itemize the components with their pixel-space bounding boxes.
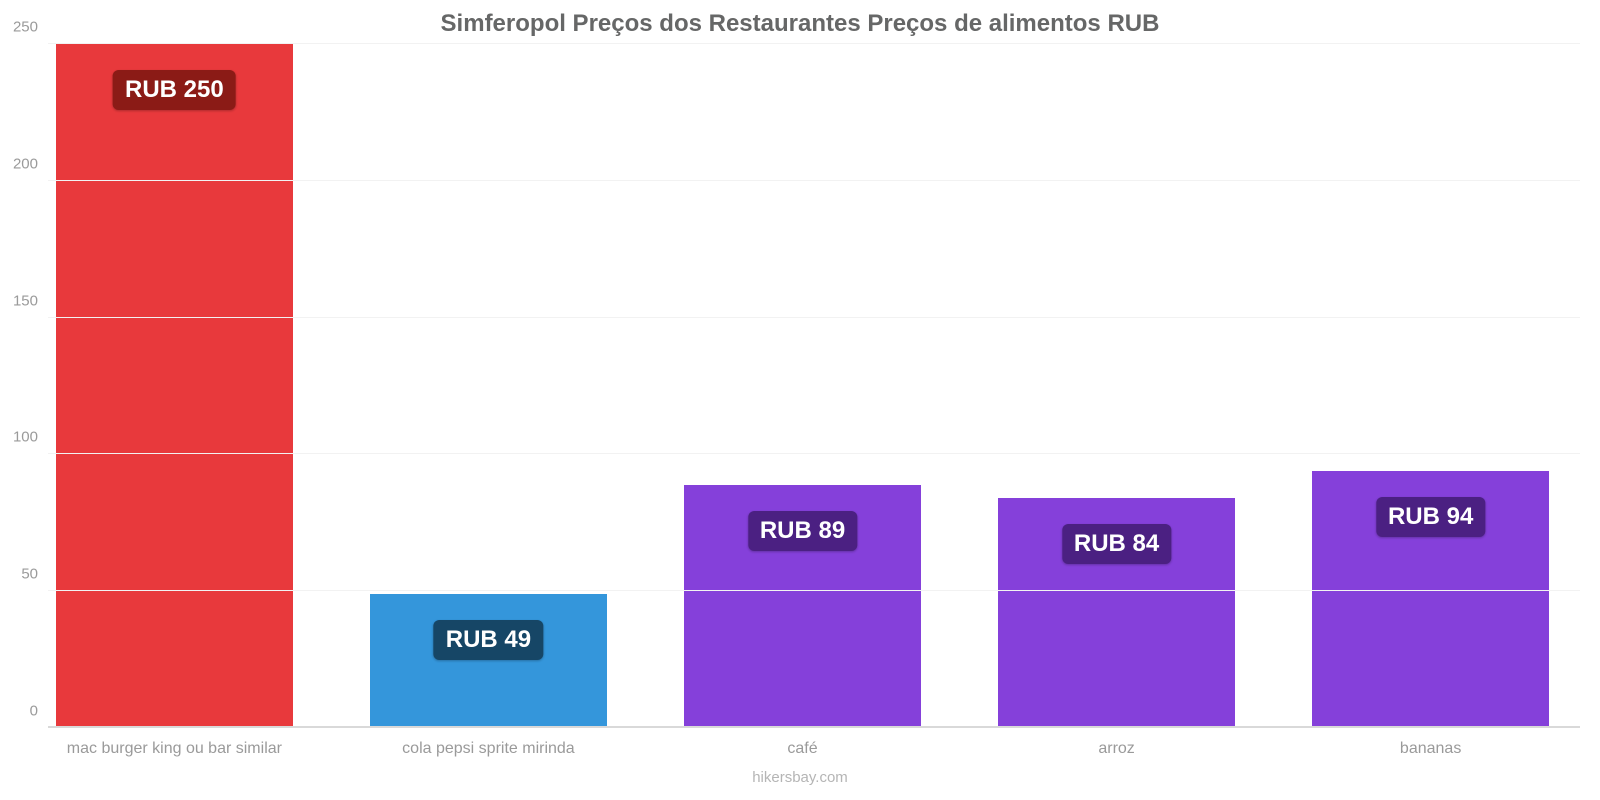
bar-value-label: RUB 84 [1062,524,1171,564]
x-tick-label: arroz [1098,728,1134,758]
plot-area: RUB 250RUB 49RUB 89RUB 84RUB 94 05010015… [48,44,1580,728]
bar-value-label: RUB 94 [1376,497,1485,537]
grid-line [48,180,1580,181]
y-tick-label: 0 [30,703,48,720]
bar [56,44,293,728]
bar-value-label: RUB 89 [748,511,857,551]
bar-value-label: RUB 49 [434,620,543,660]
y-tick-label: 200 [13,155,48,172]
bar [370,594,607,728]
bar-value-label: RUB 250 [113,70,236,110]
bars-layer: RUB 250 RUB 49 RUB 89 RUB 84 RUB 94 [48,44,1580,728]
grid-line [48,453,1580,454]
x-tick-label: mac burger king ou bar similar [67,728,282,758]
x-tick-label: cola pepsi sprite mirinda [402,728,575,758]
x-tick-label: café [787,728,817,758]
credit-text: hikersbay.com [0,769,1600,786]
chart-title: Simferopol Preços dos Restaurantes Preço… [0,10,1600,38]
y-tick-label: 150 [13,292,48,309]
x-tick-label: bananas [1400,728,1461,758]
y-tick-label: 50 [21,566,48,583]
grid-line [48,43,1580,44]
price-chart: Simferopol Preços dos Restaurantes Preço… [0,0,1600,800]
y-tick-label: 100 [13,429,48,446]
grid-line [48,590,1580,591]
y-tick-label: 250 [13,19,48,36]
grid-line [48,317,1580,318]
